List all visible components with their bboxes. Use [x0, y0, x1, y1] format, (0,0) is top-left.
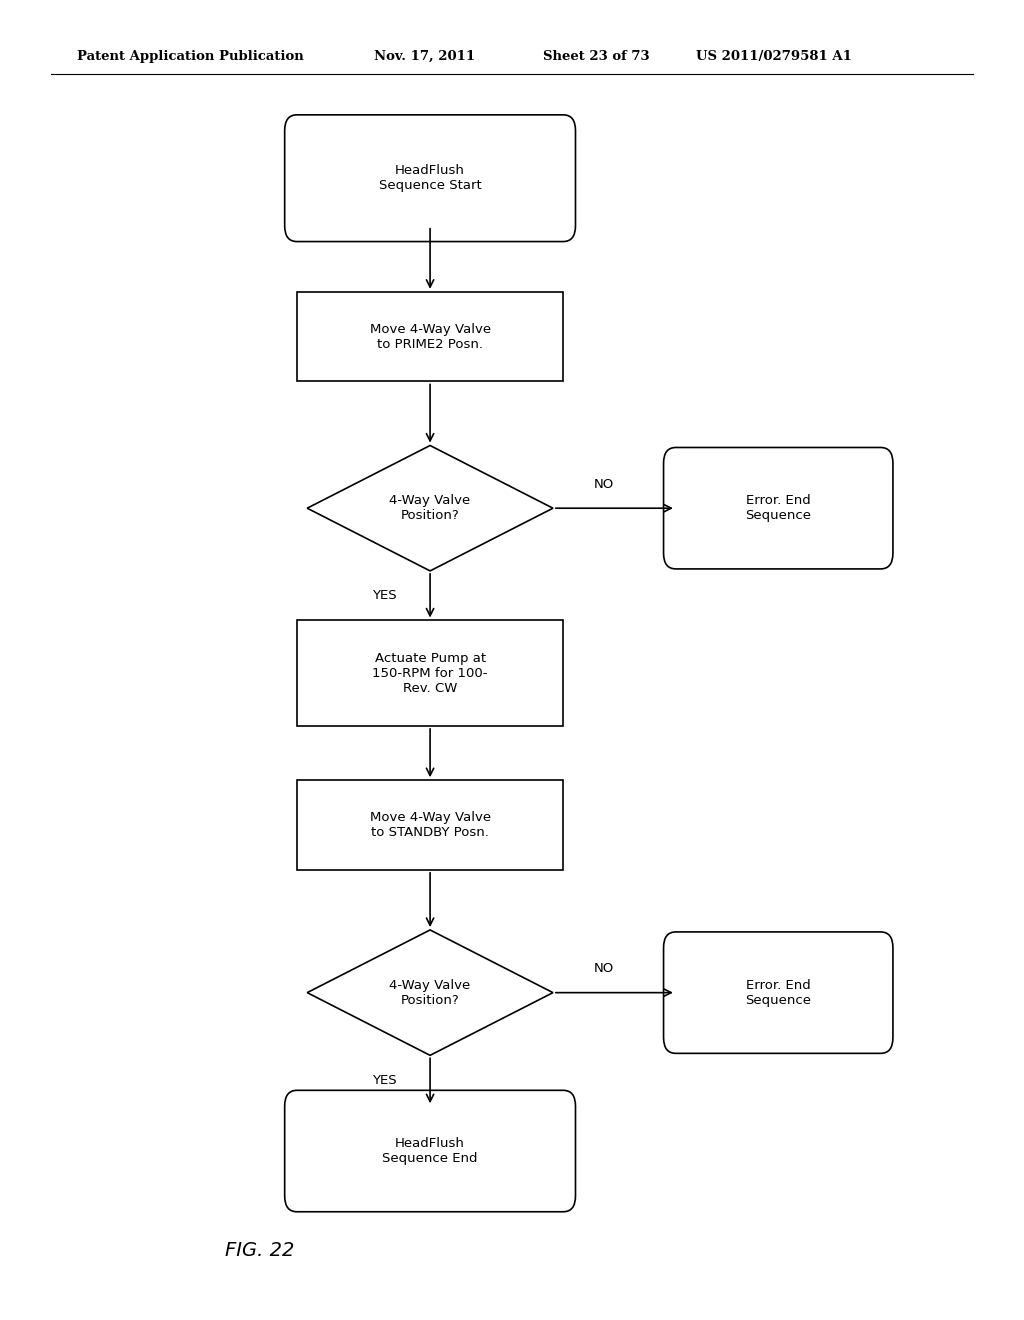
- FancyBboxPatch shape: [664, 447, 893, 569]
- Text: YES: YES: [372, 589, 396, 602]
- Text: Sheet 23 of 73: Sheet 23 of 73: [543, 50, 649, 63]
- Text: FIG. 22: FIG. 22: [225, 1241, 295, 1259]
- Text: Move 4-Way Valve
to STANDBY Posn.: Move 4-Way Valve to STANDBY Posn.: [370, 810, 490, 840]
- Text: NO: NO: [594, 962, 614, 975]
- Text: Nov. 17, 2011: Nov. 17, 2011: [374, 50, 475, 63]
- Text: Actuate Pump at
150-RPM for 100-
Rev. CW: Actuate Pump at 150-RPM for 100- Rev. CW: [373, 652, 487, 694]
- FancyBboxPatch shape: [664, 932, 893, 1053]
- Polygon shape: [307, 446, 553, 570]
- Text: YES: YES: [372, 1074, 396, 1088]
- Text: 4-Way Valve
Position?: 4-Way Valve Position?: [389, 978, 471, 1007]
- Text: US 2011/0279581 A1: US 2011/0279581 A1: [696, 50, 852, 63]
- Text: NO: NO: [594, 478, 614, 491]
- Bar: [297, 780, 563, 870]
- FancyBboxPatch shape: [285, 115, 575, 242]
- FancyBboxPatch shape: [285, 1090, 575, 1212]
- Bar: [297, 292, 563, 381]
- Text: Error. End
Sequence: Error. End Sequence: [745, 494, 811, 523]
- Text: HeadFlush
Sequence Start: HeadFlush Sequence Start: [379, 164, 481, 193]
- Bar: [297, 620, 563, 726]
- Text: Error. End
Sequence: Error. End Sequence: [745, 978, 811, 1007]
- Text: Patent Application Publication: Patent Application Publication: [77, 50, 303, 63]
- Text: Move 4-Way Valve
to PRIME2 Posn.: Move 4-Way Valve to PRIME2 Posn.: [370, 322, 490, 351]
- Text: HeadFlush
Sequence End: HeadFlush Sequence End: [382, 1137, 478, 1166]
- Text: 4-Way Valve
Position?: 4-Way Valve Position?: [389, 494, 471, 523]
- Polygon shape: [307, 929, 553, 1056]
